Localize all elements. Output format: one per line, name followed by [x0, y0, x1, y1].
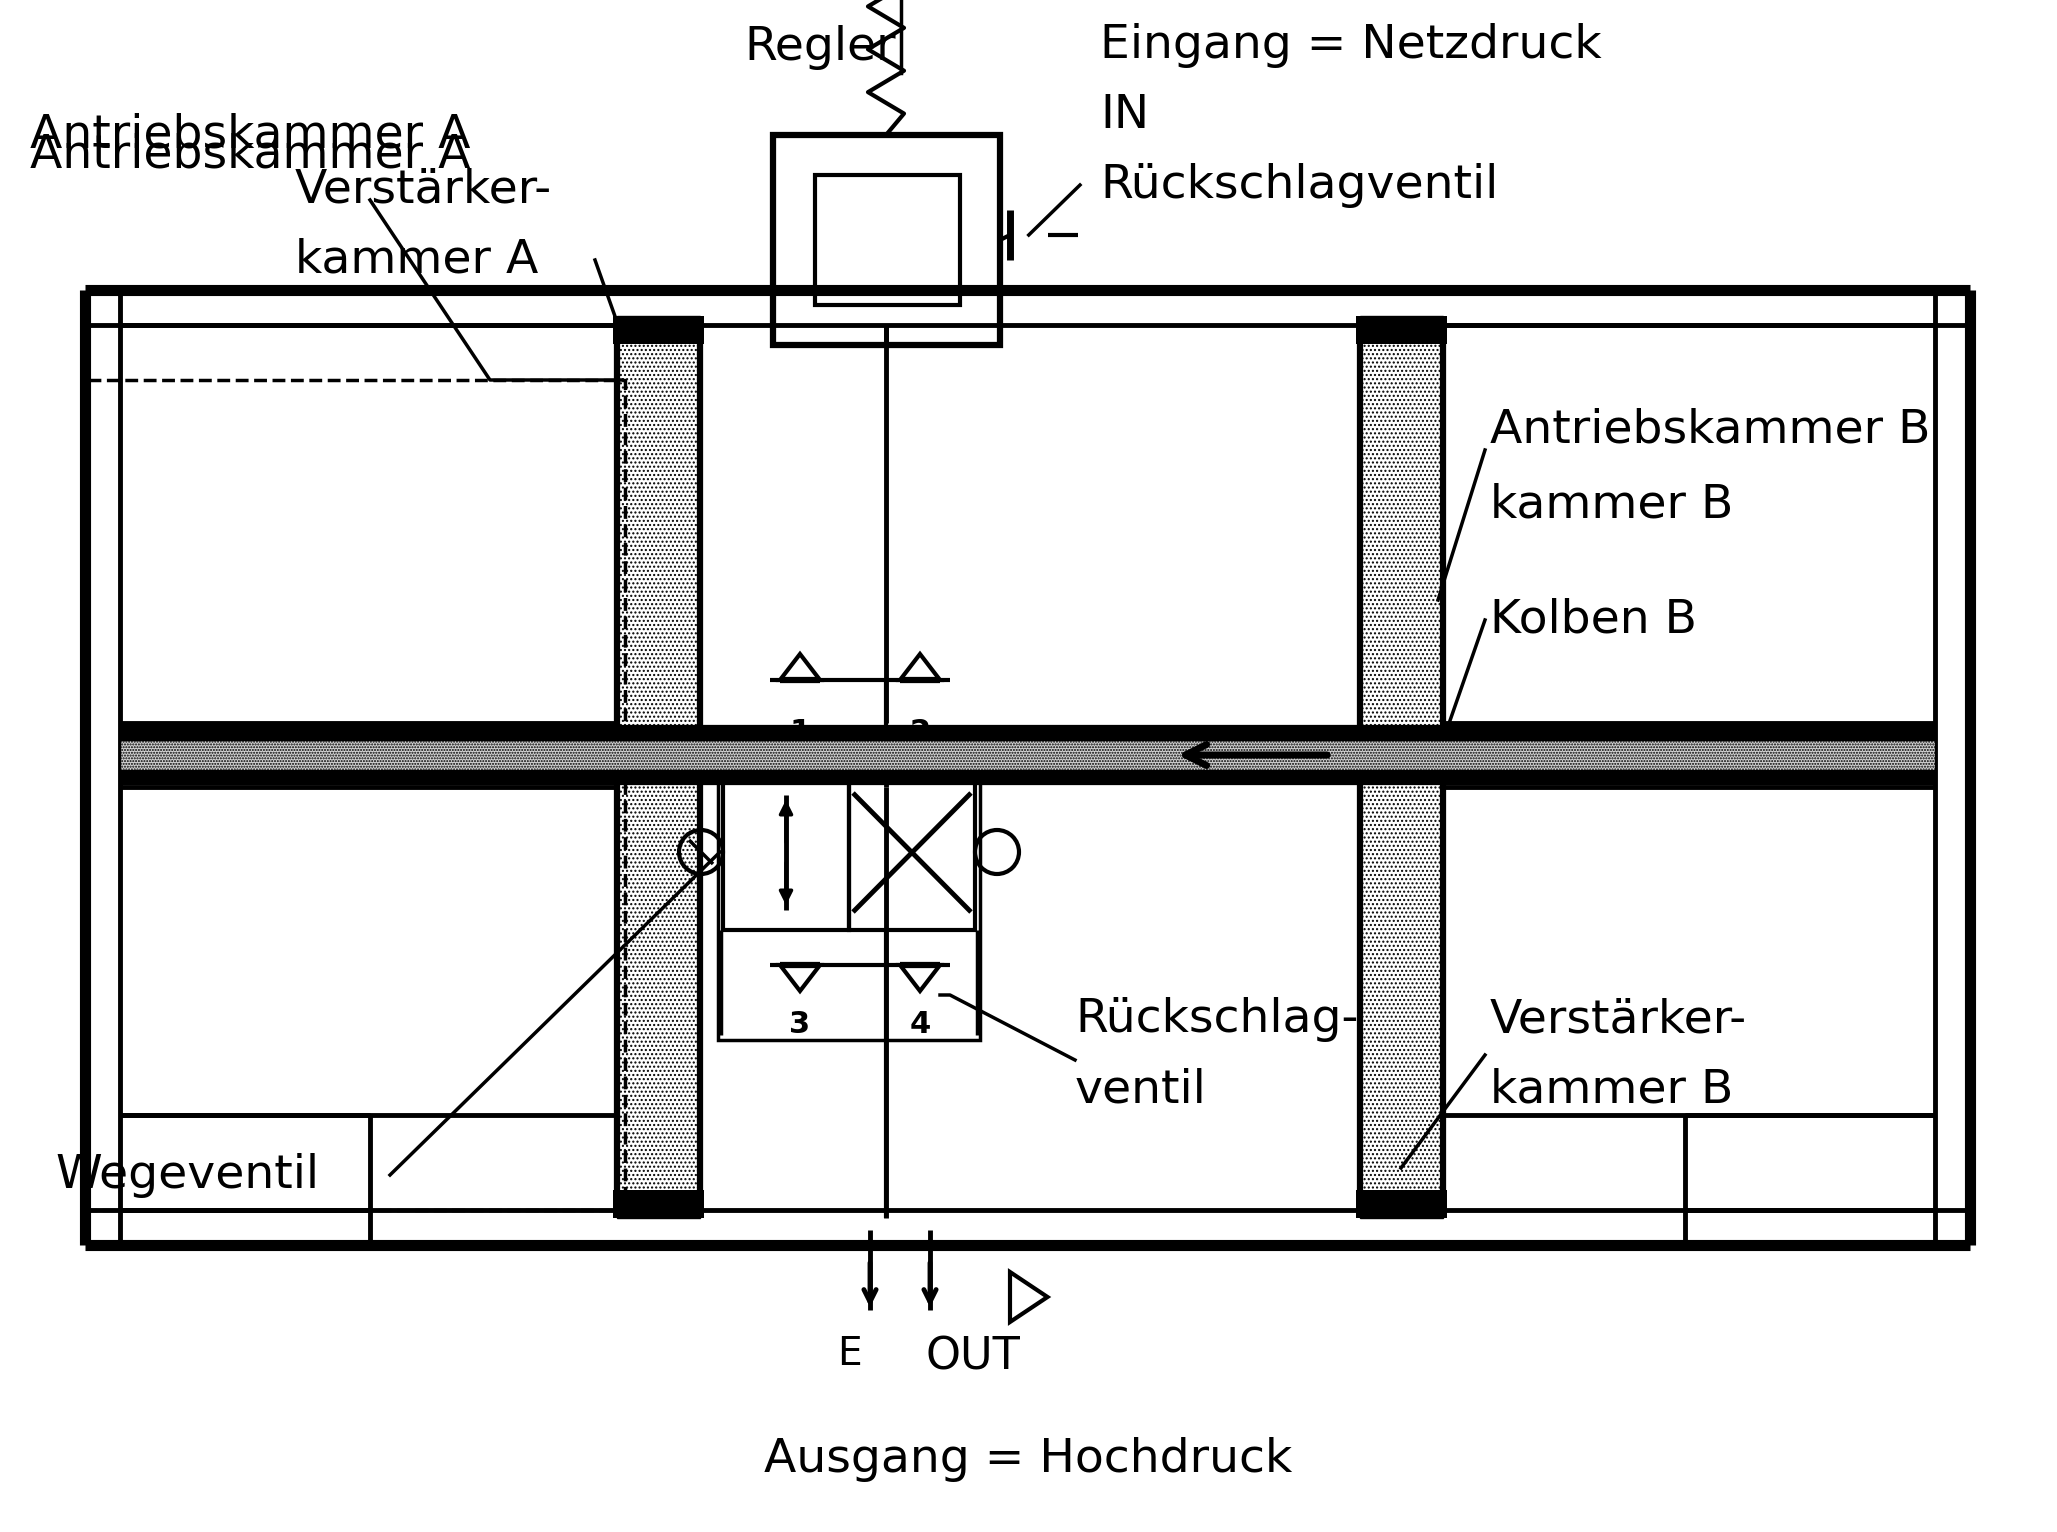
- Text: Rückschlag-: Rückschlag-: [1076, 997, 1358, 1042]
- Text: ventil: ventil: [1076, 1068, 1207, 1112]
- Text: IN: IN: [1100, 92, 1150, 138]
- Text: OUT: OUT: [926, 1334, 1020, 1377]
- Text: Eingang = Netzdruck: Eingang = Netzdruck: [1100, 23, 1602, 67]
- Text: Antriebskammer A: Antriebskammer A: [31, 132, 471, 178]
- Text: Kolben B: Kolben B: [1489, 597, 1697, 642]
- Bar: [119, 728, 1936, 740]
- Bar: [815, 175, 961, 305]
- Bar: [119, 771, 1936, 781]
- Bar: [617, 316, 699, 1218]
- Bar: [1356, 316, 1446, 345]
- Text: Regler: Regler: [745, 26, 895, 70]
- Text: Antriebskammer B: Antriebskammer B: [1489, 408, 1932, 452]
- Text: 2: 2: [909, 719, 930, 748]
- Text: kammer B: kammer B: [1489, 1068, 1734, 1112]
- Text: 1: 1: [790, 719, 810, 748]
- Bar: [773, 135, 1000, 345]
- Bar: [1360, 316, 1444, 1218]
- Bar: [1356, 1190, 1446, 1218]
- Bar: [722, 775, 850, 930]
- Bar: [613, 316, 703, 345]
- Text: E: E: [837, 1334, 862, 1373]
- Text: Verstärker-: Verstärker-: [294, 167, 551, 213]
- Text: Antriebskammer A: Antriebskammer A: [31, 112, 471, 158]
- Bar: [119, 740, 1936, 771]
- Bar: [613, 1190, 703, 1218]
- Text: 3: 3: [790, 1010, 810, 1039]
- Text: kammer A: kammer A: [294, 237, 539, 282]
- Text: Ausgang = Hochdruck: Ausgang = Hochdruck: [763, 1437, 1292, 1483]
- Bar: [850, 775, 975, 930]
- Bar: [718, 735, 979, 1040]
- Text: Verstärker-: Verstärker-: [1489, 997, 1746, 1042]
- Text: kammer B: kammer B: [1489, 483, 1734, 527]
- Text: Wegeventil: Wegeventil: [56, 1152, 319, 1198]
- Text: Rückschlagventil: Rückschlagventil: [1100, 162, 1497, 207]
- Text: 4: 4: [909, 1010, 930, 1039]
